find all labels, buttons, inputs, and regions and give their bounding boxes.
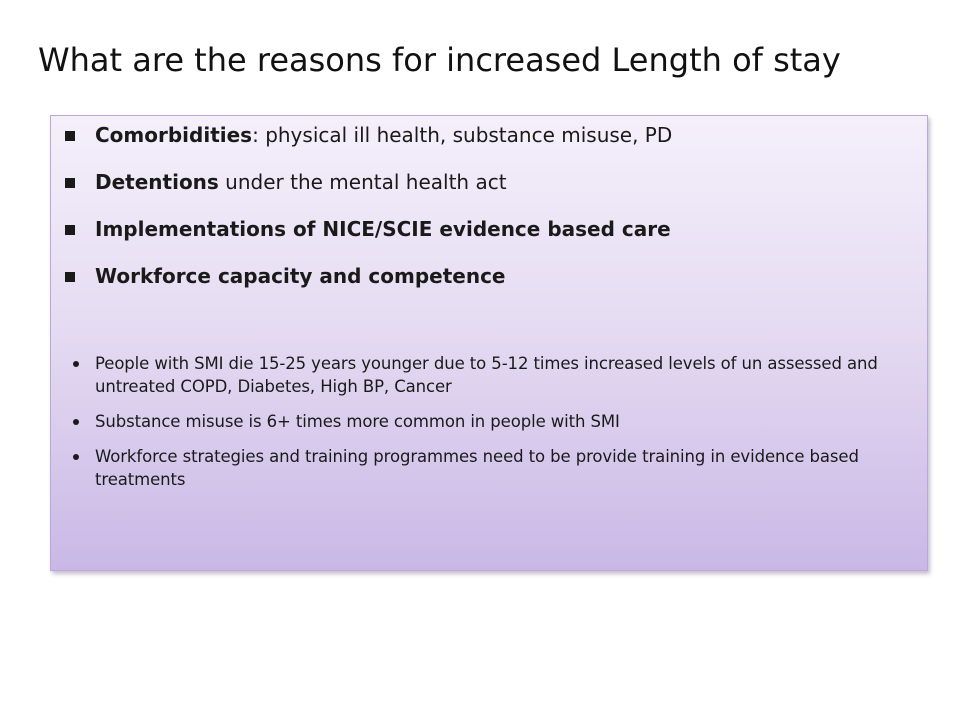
secondary-bullet-list: People with SMI die 15-25 years younger …: [63, 352, 907, 503]
dot-bullet-icon: [73, 454, 79, 460]
primary-bullet-workforce: Workforce capacity and competence: [63, 263, 907, 310]
bullet-bold-text: Comorbidities: [95, 123, 253, 147]
bullet-bold-text: Implementations of NICE/SCIE evidence ba…: [95, 217, 671, 241]
content-box: Comorbidities: physical ill health, subs…: [50, 115, 928, 571]
dot-bullet-icon: [73, 419, 79, 425]
slide-title: What are the reasons for increased Lengt…: [38, 41, 841, 79]
bullet-bold-text: Detentions: [95, 170, 219, 194]
bullet-text: : physical ill health, substance misuse,…: [252, 123, 673, 147]
primary-bullet-implementations: Implementations of NICE/SCIE evidence ba…: [63, 216, 907, 263]
square-bullet-icon: [65, 272, 75, 282]
primary-bullet-comorbidities: Comorbidities: physical ill health, subs…: [63, 122, 907, 169]
bullet-text: Workforce strategies and training progra…: [95, 447, 859, 489]
square-bullet-icon: [65, 178, 75, 188]
secondary-bullet-workforce-strategies: Workforce strategies and training progra…: [63, 445, 907, 491]
bullet-bold-text: Workforce capacity and competence: [95, 264, 506, 288]
primary-bullet-list: Comorbidities: physical ill health, subs…: [63, 122, 907, 310]
bullet-text: Substance misuse is 6+ times more common…: [95, 412, 620, 431]
secondary-bullet-substance-misuse: Substance misuse is 6+ times more common…: [63, 410, 907, 433]
bullet-text: under the mental health act: [218, 170, 507, 194]
square-bullet-icon: [65, 131, 75, 141]
dot-bullet-icon: [73, 361, 79, 367]
primary-bullet-detentions: Detentions under the mental health act: [63, 169, 907, 216]
bullet-text: People with SMI die 15-25 years younger …: [95, 354, 878, 396]
secondary-bullet-smi-mortality: People with SMI die 15-25 years younger …: [63, 352, 907, 398]
square-bullet-icon: [65, 225, 75, 235]
